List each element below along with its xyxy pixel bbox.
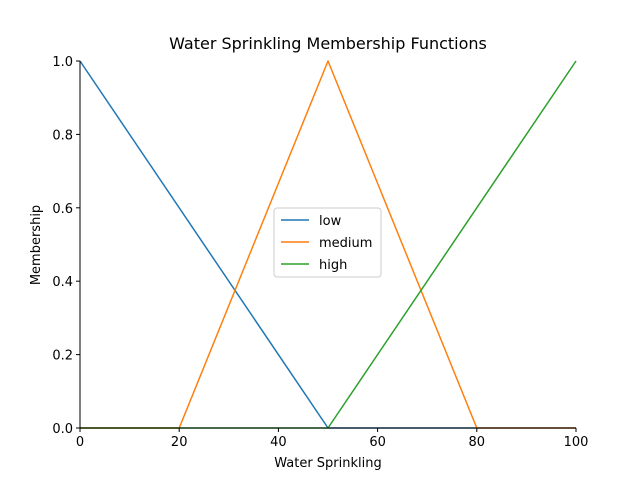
legend-label-low: low [319, 214, 342, 229]
y-tick-label: 0.2 [52, 349, 73, 364]
y-tick-label: 0.8 [52, 128, 73, 143]
legend-label-high: high [319, 258, 347, 273]
legend: low medium high [273, 207, 382, 278]
legend-box [273, 207, 382, 278]
legend-label-medium: medium [319, 236, 372, 251]
x-tick-label: 0 [76, 435, 84, 450]
chart-title: Water Sprinkling Membership Functions [169, 34, 487, 53]
y-tick-label: 0.0 [52, 422, 73, 437]
x-tick-label: 20 [171, 435, 188, 450]
x-axis-label: Water Sprinkling [274, 456, 382, 471]
y-axis-ticks: 0.0 0.2 0.4 0.6 0.8 1.0 [52, 55, 80, 437]
y-tick-label: 0.4 [52, 275, 73, 290]
y-axis-label: Membership [29, 205, 44, 285]
x-axis-ticks: 0 20 40 60 80 100 [76, 428, 589, 450]
legend-items: low medium high [281, 214, 372, 273]
y-tick-label: 0.6 [52, 202, 73, 217]
x-tick-label: 60 [369, 435, 386, 450]
x-tick-label: 40 [270, 435, 287, 450]
y-tick-label: 1.0 [52, 55, 73, 70]
x-tick-label: 80 [469, 435, 486, 450]
x-tick-label: 100 [564, 435, 589, 450]
